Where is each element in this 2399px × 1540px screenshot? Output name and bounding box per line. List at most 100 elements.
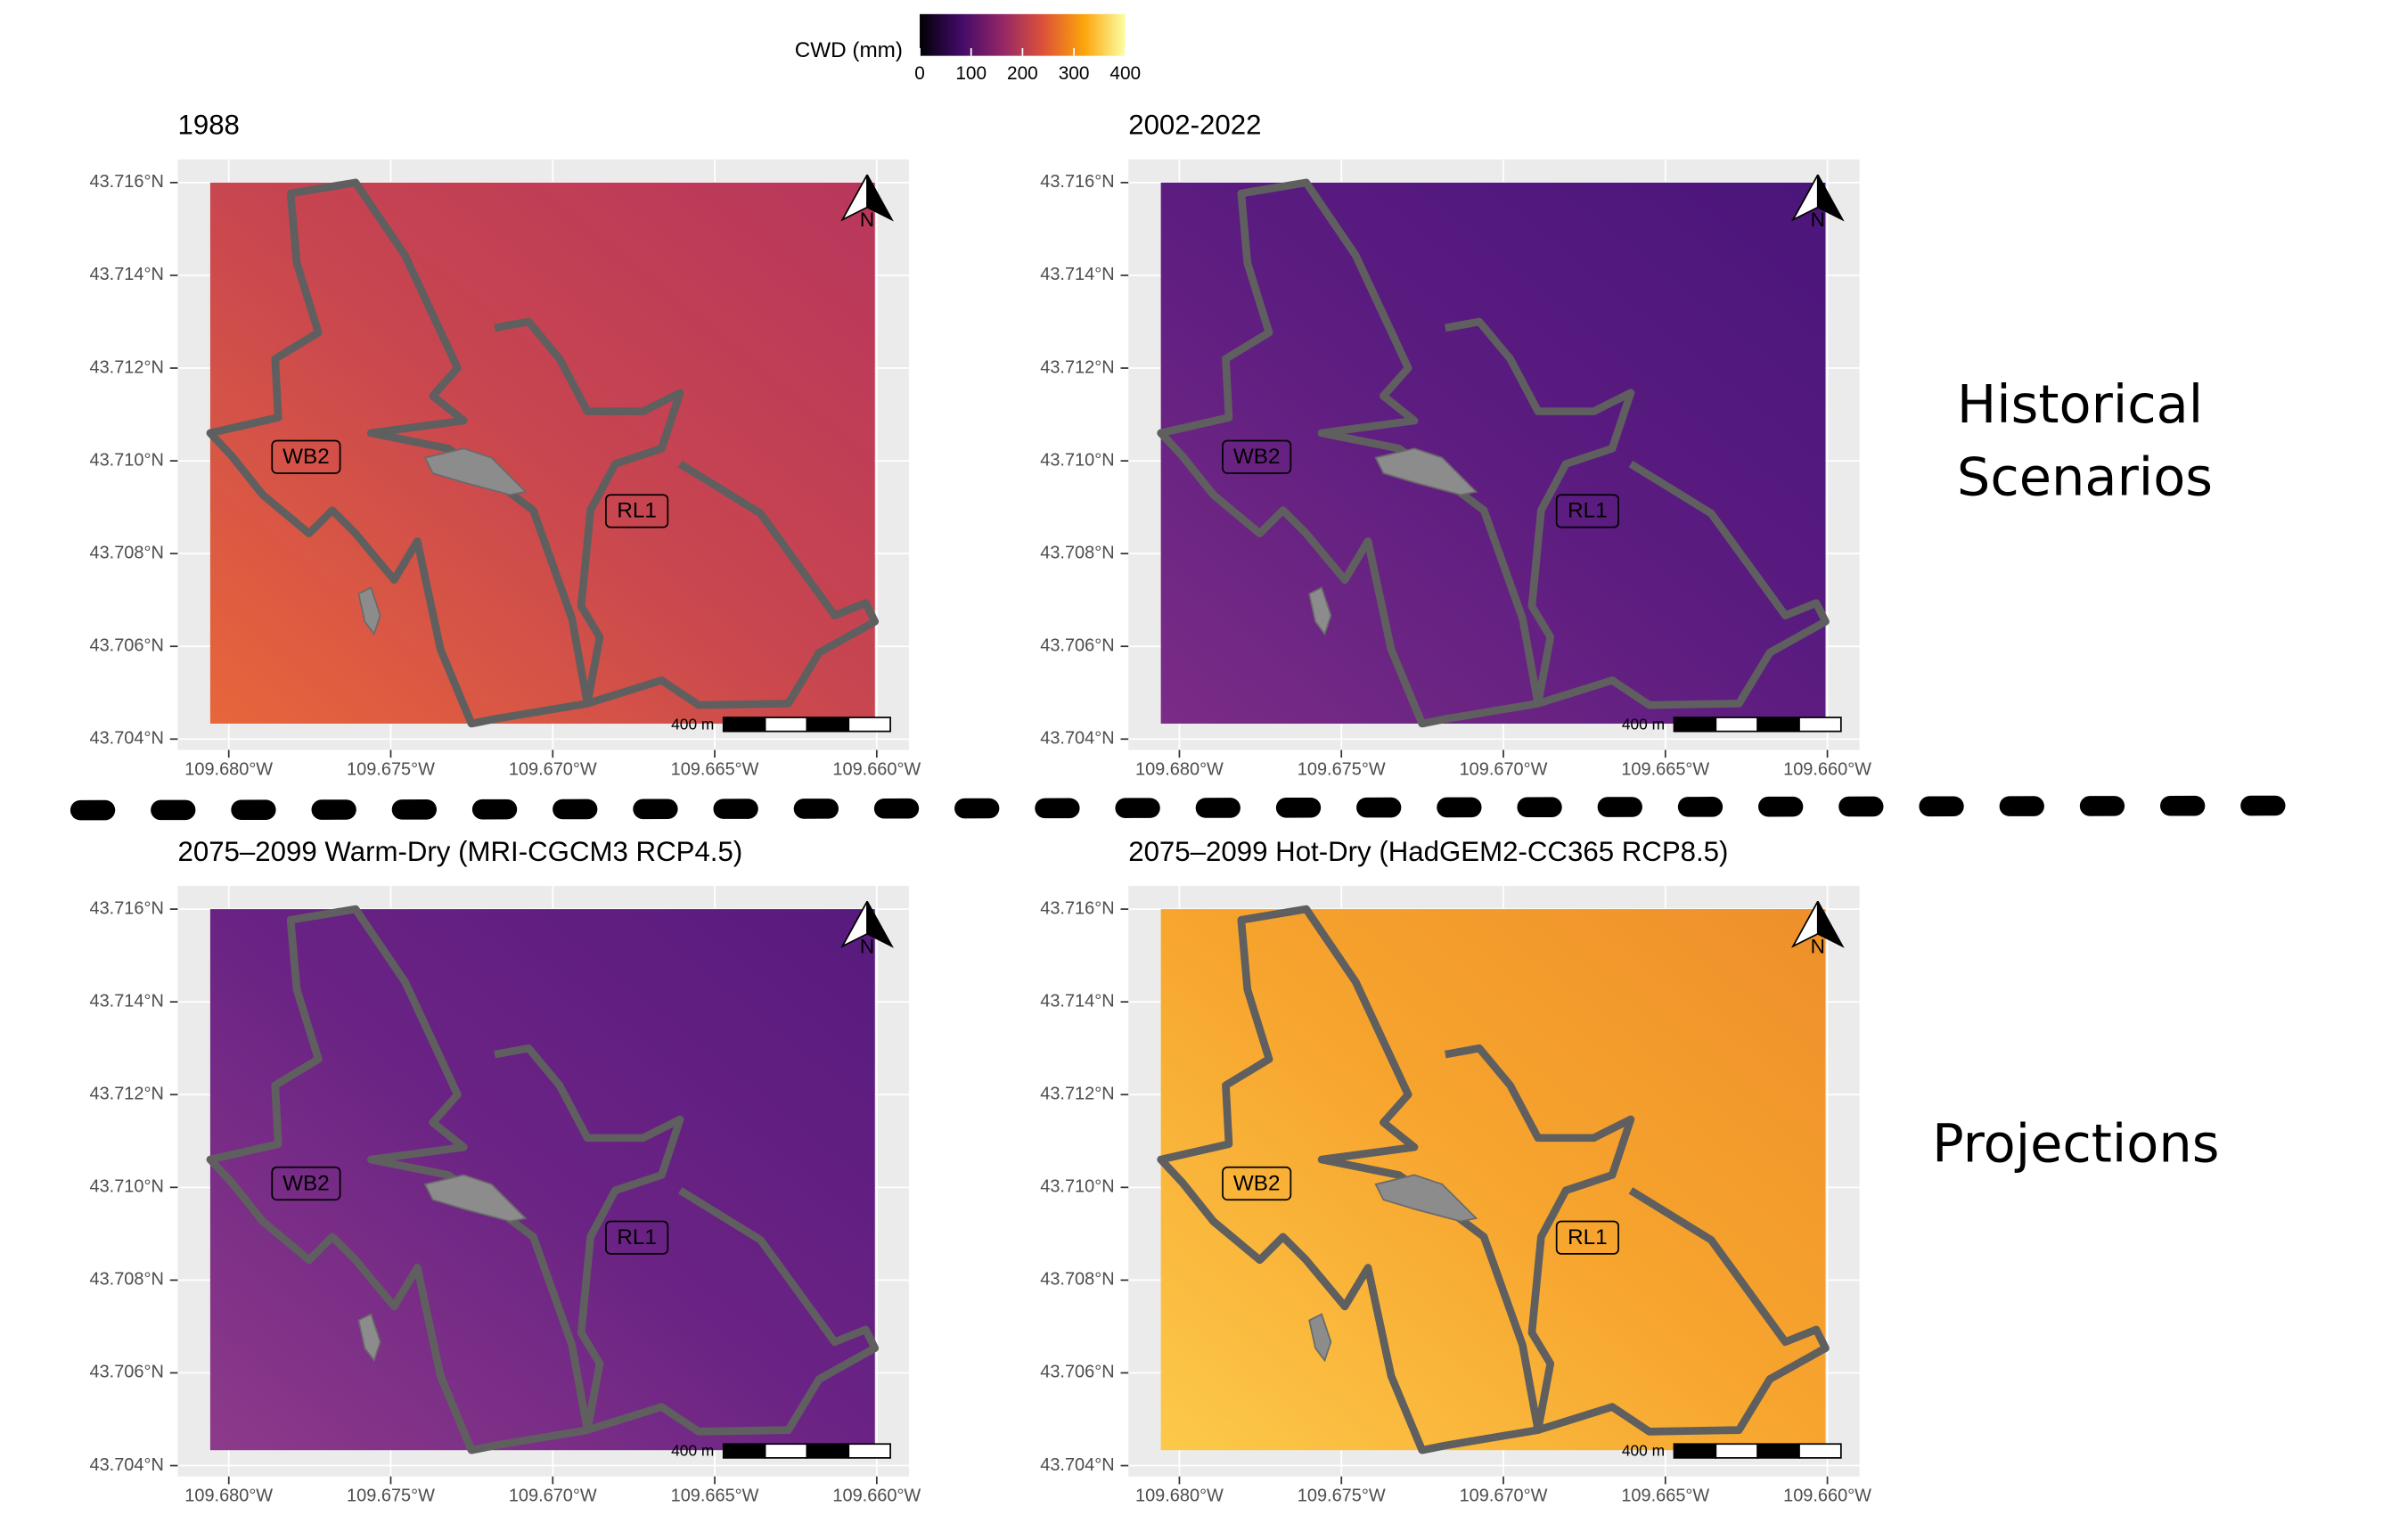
y-tick-label: 43.712°N <box>1040 1085 1114 1104</box>
x-tick-label: 109.675°W <box>1298 1486 1386 1505</box>
y-tick-label: 43.706°N <box>1040 1363 1114 1382</box>
scale-bar-segment <box>1798 717 1842 733</box>
site-label: RL1 <box>1568 1225 1608 1249</box>
group-label: Scenarios <box>1957 446 2213 508</box>
site-label: WB2 <box>282 1171 330 1195</box>
y-tick-label: 43.716°N <box>90 898 164 918</box>
x-tick-label: 109.680°W <box>184 1486 273 1505</box>
group-label: Projections <box>1932 1112 2219 1174</box>
y-tick-label: 43.710°N <box>1040 1177 1114 1197</box>
site-label-box <box>1555 1220 1619 1255</box>
y-tick-label: 43.716°N <box>1040 898 1114 918</box>
map-panel: 2075–2099 Hot-Dry (HadGEM2-CC365 RCP8.5)… <box>1040 836 1871 1506</box>
y-tick-label: 43.708°N <box>1040 543 1114 562</box>
north-label: N <box>1811 935 1825 957</box>
x-tick-label: 109.675°W <box>347 1486 435 1505</box>
north-arrow <box>866 901 894 948</box>
y-tick-label: 43.708°N <box>90 543 164 562</box>
x-tick-label: 109.665°W <box>1621 1486 1709 1505</box>
site-label-box <box>605 494 669 528</box>
scale-bar-segment <box>722 1443 766 1459</box>
site-label: RL1 <box>617 1225 657 1249</box>
map-panel: 2002-2022 43.716°N 43.714°N 43.712°N 43.710°… <box>1040 110 1871 780</box>
site-label: RL1 <box>617 499 657 523</box>
north-arrow <box>866 174 894 222</box>
colorbar-tick-label: 0 <box>914 63 925 84</box>
site-label-box <box>1222 439 1292 474</box>
north-arrow <box>1816 901 1845 948</box>
group-label: Historical <box>1957 373 2203 435</box>
y-tick-label: 43.712°N <box>90 357 164 377</box>
x-tick-label: 109.665°W <box>1621 759 1709 779</box>
x-tick-label: 109.660°W <box>1783 759 1871 779</box>
scale-bar-segment <box>1756 717 1800 733</box>
north-label: N <box>860 935 874 957</box>
x-tick-label: 109.665°W <box>671 759 759 779</box>
x-tick-label: 109.670°W <box>1460 759 1548 779</box>
x-tick-label: 109.670°W <box>509 1486 597 1505</box>
scale-bar-segment <box>806 1443 850 1459</box>
x-tick-label: 109.660°W <box>832 1486 921 1505</box>
cwd-raster <box>209 182 875 724</box>
scale-bar-segment <box>847 1443 891 1459</box>
scale-bar-segment <box>1715 717 1759 733</box>
y-tick-label: 43.706°N <box>90 636 164 656</box>
site-label: WB2 <box>282 445 330 469</box>
site-label-box <box>271 439 341 474</box>
map-panel: 1988 43.716°N 43.714°N 43.712°N 43.710°N 43.7… <box>90 110 921 780</box>
north-label: N <box>1811 209 1825 231</box>
separator <box>70 795 2332 821</box>
y-tick-label: 43.714°N <box>90 991 164 1011</box>
scale-bar-segment <box>806 717 850 733</box>
scale-bar-segment <box>764 717 808 733</box>
site-label: WB2 <box>1233 1171 1281 1195</box>
panel-title: 2075–2099 Warm-Dry (MRI-CGCM3 RCP4.5) <box>177 836 742 867</box>
x-tick-label: 109.680°W <box>1135 759 1224 779</box>
site-label: RL1 <box>1568 499 1608 523</box>
colorbar-tick-label: 400 <box>1109 63 1141 84</box>
y-tick-label: 43.710°N <box>90 1177 164 1197</box>
colorbar-tick-label: 100 <box>955 63 987 84</box>
scale-bar-segment <box>1756 1443 1800 1459</box>
y-tick-label: 43.712°N <box>90 1085 164 1104</box>
scale-bar-segment <box>1673 717 1717 733</box>
scale-bar-segment <box>764 1443 808 1459</box>
x-tick-label: 109.675°W <box>347 759 435 779</box>
panel-title: 2002-2022 <box>1128 110 1261 141</box>
panel-title: 1988 <box>177 110 239 141</box>
y-tick-label: 43.704°N <box>90 1455 164 1475</box>
y-tick-label: 43.714°N <box>1040 991 1114 1011</box>
x-tick-label: 109.675°W <box>1298 759 1386 779</box>
cwd-raster <box>1160 182 1826 724</box>
y-tick-label: 43.710°N <box>90 450 164 470</box>
scale-bar-label: 400 m <box>1622 1442 1665 1460</box>
panel-title: 2075–2099 Hot-Dry (HadGEM2-CC365 RCP8.5) <box>1128 836 1728 867</box>
scale-bar-label: 400 m <box>671 1442 714 1460</box>
x-tick-label: 109.660°W <box>832 759 921 779</box>
scale-bar-segment <box>847 717 891 733</box>
scale-bar-segment <box>722 717 766 733</box>
y-tick-label: 43.716°N <box>90 172 164 192</box>
x-tick-label: 109.680°W <box>1135 1486 1224 1505</box>
x-tick-label: 109.665°W <box>671 1486 759 1505</box>
colorbar-tick-label: 300 <box>1059 63 1090 84</box>
map-panel: 2075–2099 Warm-Dry (MRI-CGCM3 RCP4.5) 43.… <box>90 836 921 1506</box>
y-tick-label: 43.716°N <box>1040 172 1114 192</box>
site-label-box <box>1222 1166 1292 1201</box>
scale-bar-segment <box>1798 1443 1842 1459</box>
x-tick-label: 109.680°W <box>184 759 273 779</box>
scale-bar-segment <box>1715 1443 1759 1459</box>
north-label: N <box>860 209 874 231</box>
y-tick-label: 43.712°N <box>1040 357 1114 377</box>
cwd-raster <box>209 909 875 1451</box>
cwd-raster <box>1160 909 1826 1451</box>
y-tick-label: 43.708°N <box>90 1270 164 1290</box>
site-label-box <box>271 1166 341 1201</box>
y-tick-label: 43.710°N <box>1040 450 1114 470</box>
y-tick-label: 43.714°N <box>1040 265 1114 284</box>
y-tick-label: 43.708°N <box>1040 1270 1114 1290</box>
site-label-box <box>605 1220 669 1255</box>
scale-bar-label: 400 m <box>671 715 714 733</box>
scale-bar-segment <box>1673 1443 1717 1459</box>
